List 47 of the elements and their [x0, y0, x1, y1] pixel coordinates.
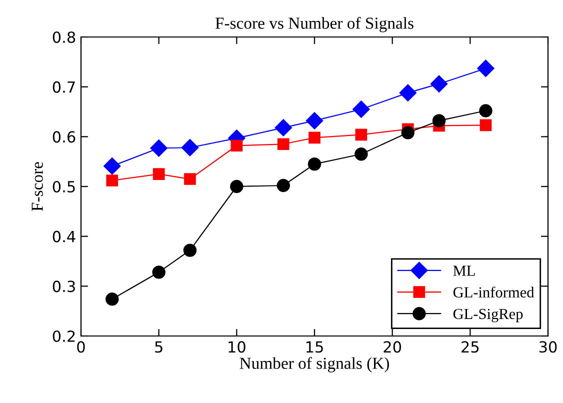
- point: [106, 174, 118, 186]
- y-tick-label: 0.3: [52, 280, 75, 292]
- y-tick-label: 0.4: [52, 230, 76, 242]
- y-axis-title: F-score: [32, 162, 43, 212]
- point: [184, 173, 196, 185]
- point: [181, 139, 199, 156]
- y-tick-label: 0.6: [52, 131, 76, 143]
- x-tick-label: 5: [155, 341, 162, 353]
- x-tick-label: 30: [539, 341, 557, 353]
- point: [183, 244, 197, 257]
- legend-label: GL-SigRep: [453, 308, 523, 322]
- point: [479, 104, 492, 118]
- point: [277, 138, 290, 150]
- legend-label: GL-informed: [453, 286, 534, 298]
- point: [430, 75, 448, 92]
- point: [355, 128, 368, 141]
- point: [150, 140, 168, 157]
- x-tick-label: 0: [77, 341, 85, 353]
- point: [401, 126, 414, 140]
- x-tick-label: 20: [384, 341, 402, 353]
- point: [276, 178, 290, 192]
- point: [352, 100, 370, 118]
- y-tick-label: 0.2: [52, 330, 75, 342]
- x-tick-label: 25: [462, 341, 479, 353]
- point: [308, 132, 320, 144]
- y-tick-label: 0.7: [52, 81, 75, 93]
- point: [306, 112, 324, 130]
- point: [354, 148, 368, 161]
- point: [230, 140, 243, 152]
- point: [477, 60, 494, 77]
- point: [308, 157, 322, 171]
- y-tick-label: 0.8: [52, 31, 76, 44]
- point: [480, 119, 492, 132]
- point: [230, 180, 244, 194]
- point: [104, 158, 121, 175]
- point: [399, 84, 416, 102]
- point: [152, 168, 165, 180]
- point: [106, 292, 119, 306]
- x-axis-title: Number of signals (K): [240, 357, 389, 372]
- point: [432, 114, 446, 128]
- x-tick-label: 10: [228, 341, 246, 353]
- y-tick-label: 0.5: [52, 180, 75, 193]
- chart-title: F-score vs Number of Signals: [215, 16, 414, 32]
- point: [152, 266, 166, 279]
- x-tick-label: 15: [306, 341, 323, 353]
- legend-label: ML: [453, 266, 475, 276]
- point: [274, 119, 292, 136]
